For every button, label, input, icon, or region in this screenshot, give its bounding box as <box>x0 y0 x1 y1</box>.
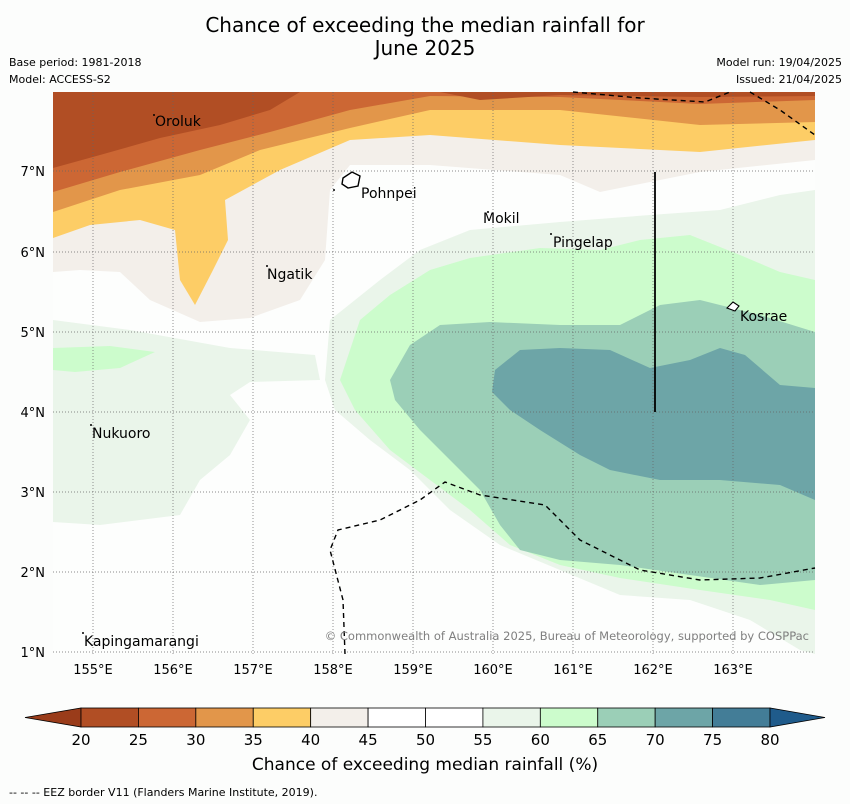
model-run: Model run: 19/04/2025 <box>716 56 842 69</box>
colorbar-segment <box>367 707 426 728</box>
colorbar-tick-label: 45 <box>359 731 378 749</box>
lon-tick: 156°E <box>153 663 193 678</box>
colorbar-segment <box>80 707 139 728</box>
kosrae-island-outline <box>726 301 740 312</box>
lon-tick: 157°E <box>233 663 273 678</box>
footer-note: -- -- -- EEZ border V11 (Flanders Marine… <box>9 786 318 799</box>
lon-tick: 162°E <box>633 663 673 678</box>
lon-tick: 155°E <box>73 663 113 678</box>
colorbar-tick-label: 65 <box>588 731 607 749</box>
island-dots <box>82 114 552 634</box>
meta-right: Model run: 19/04/2025 Issued: 21/04/2025 <box>716 54 842 88</box>
colorbar-segment <box>425 707 484 728</box>
lat-tick: 2°N <box>21 566 46 581</box>
base-period: Base period: 1981-2018 <box>9 56 142 69</box>
colorbar-segment <box>597 707 656 728</box>
colorbar-segment <box>138 707 197 728</box>
colorbar-tick-labels: 20 25 30 35 40 45 50 55 60 65 70 75 80 <box>71 731 779 749</box>
lat-tick: 5°N <box>21 326 46 341</box>
copyright-notice: © Commonwealth of Australia 2025, Bureau… <box>325 629 809 643</box>
colorbar-tick-label: 35 <box>244 731 263 749</box>
place-label-oroluk: Oroluk <box>155 114 202 130</box>
lat-tick: 6°N <box>21 246 46 261</box>
gridlines <box>53 92 815 654</box>
place-label-ngatik: Ngatik <box>267 267 313 283</box>
colorbar-segment <box>539 707 599 728</box>
place-label-pingelap: Pingelap <box>553 235 613 251</box>
lat-tick-labels: 7°N 6°N 5°N 4°N 3°N 2°N 1°N <box>21 165 46 661</box>
colorbar-tick-label: 70 <box>646 731 665 749</box>
lat-tick: 3°N <box>21 486 46 501</box>
colorbar-tick-label: 55 <box>473 731 492 749</box>
issued-date: Issued: 21/04/2025 <box>735 73 842 86</box>
colorbar-tick-label: 25 <box>129 731 148 749</box>
lon-tick: 163°E <box>713 663 753 678</box>
place-label-kosrae: Kosrae <box>740 309 787 325</box>
colorbar-under-arrow <box>24 707 82 728</box>
model-name: Model: ACCESS-S2 <box>9 73 111 86</box>
colorbar-title: Chance of exceeding median rainfall (%) <box>251 755 599 775</box>
colorbar-tick-label: 30 <box>186 731 205 749</box>
lat-tick: 4°N <box>21 406 46 421</box>
colorbar-over-arrow <box>769 707 826 728</box>
colorbar-segment <box>195 707 254 728</box>
lat-tick: 7°N <box>21 165 46 180</box>
colorbar-tick-label: 50 <box>416 731 435 749</box>
colorbar-segment <box>654 707 713 728</box>
place-label-mokil: Mokil <box>483 211 520 227</box>
colorbar-segment <box>310 707 369 728</box>
colorbar-segment <box>712 707 771 728</box>
chart-title: Chance of exceeding the median rainfall … <box>0 14 850 60</box>
colorbar-tick-label: 20 <box>71 731 90 749</box>
meta-left: Base period: 1981-2018 Model: ACCESS-S2 <box>9 54 141 88</box>
lon-tick: 159°E <box>393 663 433 678</box>
lon-tick: 161°E <box>553 663 593 678</box>
colorbar-tick-label: 60 <box>531 731 550 749</box>
eez-border <box>329 91 816 655</box>
title-line-1: Chance of exceeding the median rainfall … <box>205 13 645 37</box>
place-label-pohnpei: Pohnpei <box>361 186 417 202</box>
place-label-nukuoro: Nukuoro <box>92 426 150 442</box>
place-labels: Oroluk Pohnpei Mokil Pingelap Ngatik Kos… <box>84 114 787 650</box>
place-label-kapingamarangi: Kapingamarangi <box>84 634 199 650</box>
colorbar-tick-label: 75 <box>703 731 722 749</box>
pohnpei-island-outline <box>341 171 361 189</box>
colorbar-tick-label: 40 <box>301 731 320 749</box>
colorbar <box>24 707 826 728</box>
colorbar-segment <box>482 707 541 728</box>
lat-tick: 1°N <box>21 646 46 661</box>
colorbar-segment <box>252 707 312 728</box>
colorbar-tick-label: 80 <box>760 731 779 749</box>
band-60-65-west-spot <box>53 346 155 372</box>
band-20-25 <box>53 92 300 168</box>
title-line-2: June 2025 <box>374 36 476 60</box>
lon-tick: 160°E <box>473 663 513 678</box>
lon-tick: 158°E <box>313 663 353 678</box>
lon-tick-labels: 155°E 156°E 157°E 158°E 159°E 160°E 161°… <box>73 663 753 678</box>
band-20-25-east <box>440 92 815 100</box>
probability-field <box>53 92 815 654</box>
